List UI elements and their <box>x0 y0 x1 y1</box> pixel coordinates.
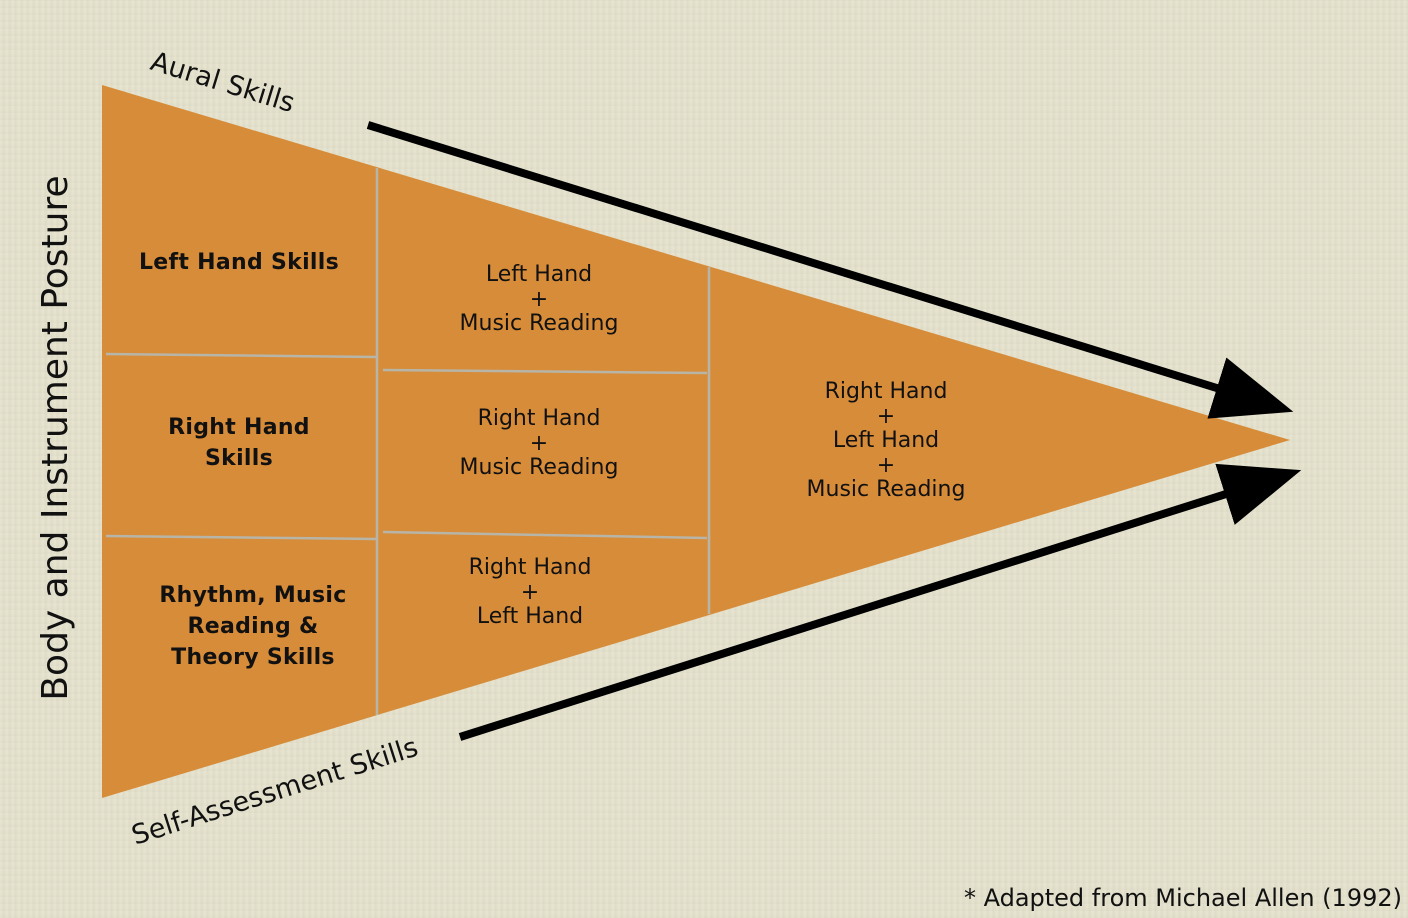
cell-line: + <box>529 286 549 312</box>
cell-line: Skills <box>205 446 273 471</box>
cell-line: Theory Skills <box>171 645 335 670</box>
cell-line: Reading & <box>187 614 319 639</box>
right-hand-skills-cell: Right Hand Skills <box>106 412 372 474</box>
cell-line: Right Hand <box>168 415 310 440</box>
cell-line: Rhythm, Music <box>159 583 347 608</box>
cell-line: Right Hand <box>477 406 601 431</box>
divider-col1-row1 <box>105 352 377 359</box>
divider-col2-row2 <box>382 530 708 540</box>
cell-line: Right Hand <box>824 379 948 404</box>
cell-line: Left Hand <box>485 262 593 287</box>
aural-skills-arrow <box>366 121 1294 419</box>
self-assessment-arrow <box>458 463 1302 741</box>
rhythm-theory-skills-cell: Rhythm, Music Reading & Theory Skills <box>120 580 386 673</box>
cell-line: Music Reading <box>459 455 619 480</box>
cell-line: Left Hand <box>476 604 584 629</box>
left-hand-skills-cell: Left Hand Skills <box>106 247 372 278</box>
right-hand-left-hand-cell: Right Hand + Left Hand <box>374 555 686 630</box>
cell-line: + <box>876 452 896 478</box>
left-hand-music-reading-cell: Left Hand + Music Reading <box>383 262 695 337</box>
cell-line: Music Reading <box>459 311 619 336</box>
cell-line: Music Reading <box>806 477 966 502</box>
cell-line: Right Hand <box>468 555 592 580</box>
cell-line: + <box>520 579 540 605</box>
cell-line: Left Hand Skills <box>138 250 339 275</box>
attribution-footnote: * Adapted from Michael Allen (1992) <box>963 884 1402 912</box>
divider-col2-row1 <box>382 368 708 375</box>
cell-line: Left Hand <box>832 428 940 453</box>
right-hand-music-reading-cell: Right Hand + Music Reading <box>383 406 695 481</box>
divider-col1-row2 <box>105 534 377 541</box>
body-posture-label: Body and Instrument Posture <box>35 175 76 701</box>
cell-line: + <box>529 430 549 456</box>
cell-line: + <box>876 403 896 429</box>
funnel-triangle <box>102 85 1290 798</box>
combined-skills-cell: Right Hand + Left Hand + Music Reading <box>730 379 1042 503</box>
